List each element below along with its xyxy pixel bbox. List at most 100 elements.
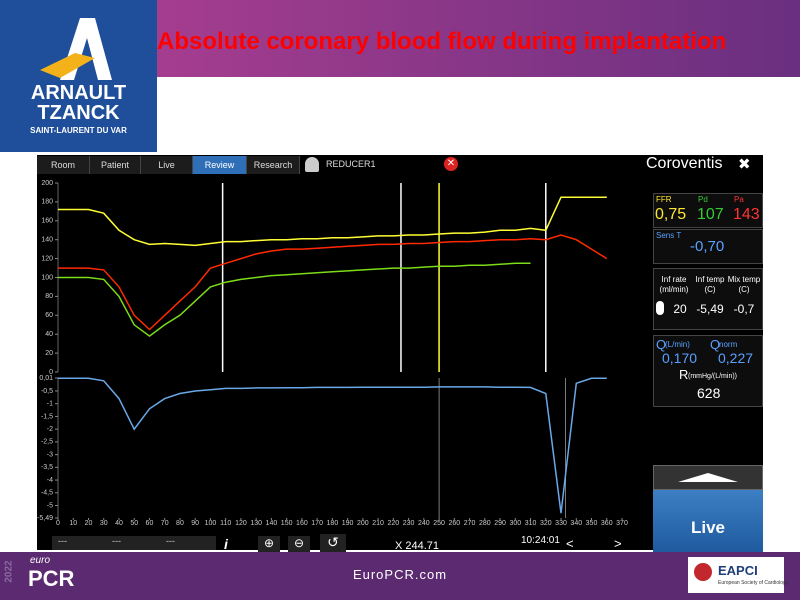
infusion-box: [653, 268, 763, 330]
x-tick-label: 360: [601, 520, 613, 527]
sens-value: -0,70: [690, 238, 725, 255]
reset-button[interactable]: ↺: [320, 534, 346, 552]
cursor-readout: X 244.71: [395, 540, 440, 552]
tab[interactable]: Room: [37, 156, 90, 174]
x-tick-label: 50: [130, 520, 138, 527]
expand-button[interactable]: [653, 465, 763, 490]
y-tick-label: -1: [47, 401, 53, 408]
y-tick-label: -4,5: [41, 490, 53, 497]
x-tick-label: 150: [281, 520, 293, 527]
infusion-label: (ml/min): [659, 285, 689, 294]
prev-button[interactable]: <: [566, 536, 574, 551]
series-line: [58, 262, 531, 338]
tab[interactable]: Research: [247, 156, 300, 174]
tab[interactable]: Live: [141, 156, 193, 174]
y-tick-label: 80: [45, 293, 53, 300]
zoom-out[interactable]: ⊖: [288, 536, 310, 552]
y-tick-label: -5,49: [37, 515, 53, 522]
qnorm-value: 0,227: [718, 350, 754, 366]
logo-subtext: SAINT-LAURENT DU VAR: [30, 126, 127, 135]
eapci-logo: EAPCI European Society of Cardiology: [688, 557, 788, 593]
x-tick-label: 290: [494, 520, 506, 527]
x-tick-label: 280: [479, 520, 491, 527]
slide-title: Absolute coronary blood flow during impl…: [157, 28, 727, 55]
brand: Coroventis: [646, 155, 723, 172]
infusion-label: Inf rate: [661, 275, 687, 284]
x-tick-label: 210: [372, 520, 384, 527]
q-label: Q: [656, 337, 667, 352]
x-tick-label: 270: [464, 520, 476, 527]
dropdown[interactable]: ---: [160, 536, 216, 550]
logo-text: TZANCK: [37, 102, 120, 124]
pressure-value: 107: [697, 206, 724, 223]
y-tick-label: 40: [45, 331, 53, 338]
x-tick-label: 370: [616, 520, 628, 527]
x-tick-label: 260: [448, 520, 460, 527]
tab[interactable]: Review: [193, 156, 247, 174]
live-button[interactable]: Live: [653, 490, 763, 552]
y-tick-label: 200: [41, 180, 53, 187]
logo: ARNAULT TZANCK SAINT-LAURENT DU VAR: [0, 0, 157, 152]
footer-site: EuroPCR.com: [352, 567, 448, 582]
esc-text: European Society of Cardiology: [718, 580, 789, 586]
y-tick-label: 0: [49, 369, 53, 376]
x-tick-label: 350: [586, 520, 598, 527]
x-tick-label: 130: [250, 520, 262, 527]
x-tick-label: 340: [570, 520, 582, 527]
y-tick-label: 20: [45, 350, 53, 357]
series-line: [58, 234, 608, 331]
app-screen: [37, 155, 763, 550]
x-tick-label: 60: [146, 520, 154, 527]
q-unit: (L/min): [665, 340, 690, 349]
y-tick-label: 160: [41, 218, 53, 225]
x-tick-label: 10: [69, 520, 77, 527]
qnorm-label: Q: [710, 337, 721, 352]
settings-icon[interactable]: ✖: [738, 156, 751, 173]
r-label: R: [679, 367, 689, 382]
y-tick-label: 60: [45, 312, 53, 319]
x-tick-label: 330: [555, 520, 567, 527]
x-tick-label: 180: [327, 520, 339, 527]
x-tick-label: 170: [311, 520, 323, 527]
waveform-charts: 0204060801001201401601802000,01-0,5-1-1,…: [37, 180, 628, 527]
pressure-label: FFR: [656, 195, 672, 204]
info-icon[interactable]: i: [224, 536, 228, 552]
x-tick-label: 30: [100, 520, 108, 527]
x-tick-label: 110: [220, 520, 231, 527]
sens-box: [653, 229, 763, 264]
dropdown[interactable]: ---: [106, 536, 162, 550]
pressure-box: [653, 193, 763, 228]
sens-label: Sens T: [656, 231, 682, 240]
pressure-label: Pd: [698, 195, 708, 204]
x-tick-label: 70: [161, 520, 169, 527]
next-button[interactable]: >: [614, 536, 622, 551]
y-tick-label: -2: [47, 426, 53, 433]
x-tick-label: 310: [525, 520, 537, 527]
x-tick-label: 240: [418, 520, 430, 527]
footer-pcr: PCR: [28, 566, 75, 591]
y-tick-label: -4: [47, 477, 53, 484]
x-tick-label: 230: [403, 520, 415, 527]
dropdown[interactable]: ---: [52, 536, 108, 550]
x-tick-label: 40: [115, 520, 123, 527]
user-name: REDUCER1: [326, 159, 376, 169]
y-tick-label: 0,01: [39, 375, 53, 382]
qnorm-sub: norm: [719, 340, 738, 349]
q-value: 0,170: [662, 350, 698, 366]
infusion-label: (C): [738, 285, 750, 294]
y-tick-label: 180: [41, 199, 53, 206]
y-tick-label: -1,5: [41, 413, 53, 420]
y-tick-label: -5: [47, 502, 53, 509]
tab[interactable]: Patient: [90, 156, 141, 174]
x-tick-label: 100: [205, 520, 217, 527]
eapci-text: EAPCI: [718, 563, 758, 578]
footer: [0, 552, 800, 600]
zoom-in[interactable]: ⊕: [258, 536, 280, 552]
x-tick-label: 90: [191, 520, 199, 527]
x-tick-label: 320: [540, 520, 552, 527]
infusion-value: -0,7: [733, 302, 755, 316]
close-button[interactable]: ✕: [444, 157, 458, 171]
eapci-heart: [694, 563, 712, 581]
y-tick-label: -2,5: [41, 439, 53, 446]
x-tick-label: 200: [357, 520, 369, 527]
